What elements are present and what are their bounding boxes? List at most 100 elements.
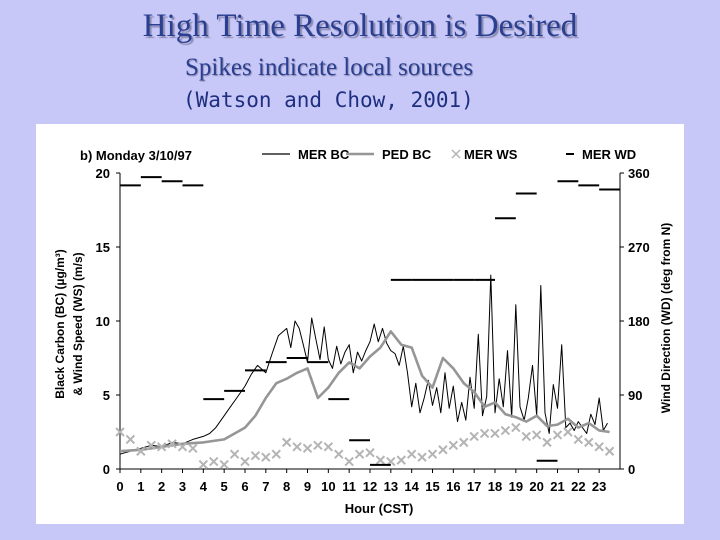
- ws-point: [552, 430, 563, 440]
- ws-point: [156, 442, 167, 452]
- ws-point: [136, 446, 146, 456]
- slide-citation: (Watson and Chow, 2001): [183, 88, 474, 112]
- slide-title: High Time Resolution is Desired: [142, 8, 578, 44]
- y-left-tick-label: 20: [96, 166, 110, 181]
- legend-label: MER BC: [298, 147, 350, 162]
- ws-point: [115, 427, 125, 437]
- x-tick-label: 5: [221, 479, 228, 494]
- ws-point: [209, 456, 219, 467]
- x-tick-label: 1: [137, 479, 144, 494]
- y-left-tick-label: 10: [96, 314, 110, 329]
- series-mer-wd: [120, 176, 620, 466]
- ws-point: [542, 437, 552, 448]
- ws-point: [125, 434, 136, 445]
- legend-swatch: [451, 149, 461, 159]
- ws-point: [375, 455, 386, 465]
- ws-point: [313, 440, 323, 451]
- y-axis-label-left-1: Black Carbon (BC) (µg/m³): [53, 249, 67, 399]
- x-tick-label: 10: [321, 479, 335, 494]
- x-tick-label: 4: [200, 479, 208, 494]
- ws-point: [406, 449, 417, 459]
- ws-point: [500, 425, 511, 436]
- x-tick-label: 18: [488, 479, 502, 494]
- y-left-tick-label: 0: [103, 462, 110, 477]
- y-axis-right-ticks: 0 90 180 270 360: [620, 166, 650, 477]
- ws-point: [271, 449, 281, 459]
- y-left-tick-label: 5: [103, 388, 110, 403]
- x-tick-label: 14: [404, 479, 419, 494]
- y-axis-left-ticks: 0 5 10 15 20: [96, 166, 120, 477]
- ws-point: [427, 449, 438, 459]
- ws-point: [334, 449, 344, 459]
- x-tick-label: 15: [425, 479, 439, 494]
- y-right-tick-label: 360: [628, 166, 650, 181]
- ws-point: [531, 430, 542, 440]
- x-tick-label: 12: [363, 479, 377, 494]
- ws-point: [177, 442, 188, 452]
- ws-point: [167, 439, 177, 449]
- ws-point: [344, 456, 354, 467]
- x-tick-label: 16: [446, 479, 460, 494]
- series-mer-ws: [115, 422, 615, 470]
- legend-label: MER WD: [582, 147, 636, 162]
- ws-point: [396, 455, 406, 465]
- ws-point: [198, 459, 209, 470]
- x-axis-label: Hour (CST): [345, 501, 414, 516]
- x-tick-label: 0: [116, 479, 123, 494]
- ws-point: [573, 434, 584, 445]
- y-right-tick-label: 90: [628, 388, 642, 403]
- ws-point: [511, 422, 521, 433]
- ws-point: [219, 459, 229, 470]
- x-tick-label: 19: [509, 479, 523, 494]
- x-tick-label: 8: [283, 479, 290, 494]
- y-left-tick-label: 15: [96, 240, 110, 255]
- x-tick-label: 20: [529, 479, 543, 494]
- y-right-tick-label: 0: [628, 462, 635, 477]
- chart-panel: b) Monday 3/10/97 MER BC PED BC MER WS MER …: [36, 124, 684, 524]
- ws-point: [354, 449, 365, 459]
- time-series-chart: b) Monday 3/10/97 MER BC PED BC MER WS MER …: [53, 147, 673, 516]
- ws-point: [261, 452, 271, 462]
- ws-point: [250, 450, 261, 461]
- x-tick-label: 23: [592, 479, 606, 494]
- ws-point: [521, 431, 531, 442]
- series-line: [119, 274, 608, 455]
- ws-point: [469, 431, 479, 442]
- series-ped-bc: [119, 330, 610, 453]
- ws-point: [365, 448, 375, 458]
- legend: MER BC PED BC MER WS MER WD: [262, 147, 636, 162]
- x-tick-label: 13: [384, 479, 398, 494]
- ws-point: [604, 446, 615, 456]
- x-tick-label: 6: [241, 479, 248, 494]
- series-line: [119, 330, 610, 453]
- ws-point: [188, 443, 198, 453]
- ws-point: [459, 437, 469, 448]
- ws-point: [323, 442, 334, 452]
- slide-subtitle: Spikes indicate local sources: [185, 54, 474, 81]
- panel-label: b) Monday 3/10/97: [80, 148, 192, 163]
- x-tick-label: 21: [550, 479, 564, 494]
- legend-label: MER WS: [464, 147, 518, 162]
- y-right-tick-label: 270: [628, 240, 650, 255]
- x-tick-label: 11: [342, 479, 356, 494]
- ws-point: [292, 442, 302, 452]
- x-tick-label: 3: [179, 479, 186, 494]
- x-tick-label: 2: [158, 479, 165, 494]
- x-tick-label: 7: [262, 479, 269, 494]
- x-tick-label: 9: [304, 479, 311, 494]
- ws-point: [302, 443, 313, 453]
- ws-point: [146, 440, 156, 451]
- series-mer-bc: [119, 274, 608, 455]
- y-right-tick-label: 180: [628, 314, 650, 329]
- series-layer: [115, 176, 620, 470]
- ws-point: [563, 427, 573, 437]
- ws-point: [448, 440, 459, 451]
- legend-label: PED BC: [382, 147, 432, 162]
- ws-point: [594, 442, 604, 452]
- ws-point: [438, 445, 448, 455]
- ws-point: [281, 437, 292, 448]
- ws-point: [479, 428, 490, 439]
- ws-point: [229, 449, 240, 459]
- x-tick-label: 17: [467, 479, 481, 494]
- ws-point: [490, 428, 500, 439]
